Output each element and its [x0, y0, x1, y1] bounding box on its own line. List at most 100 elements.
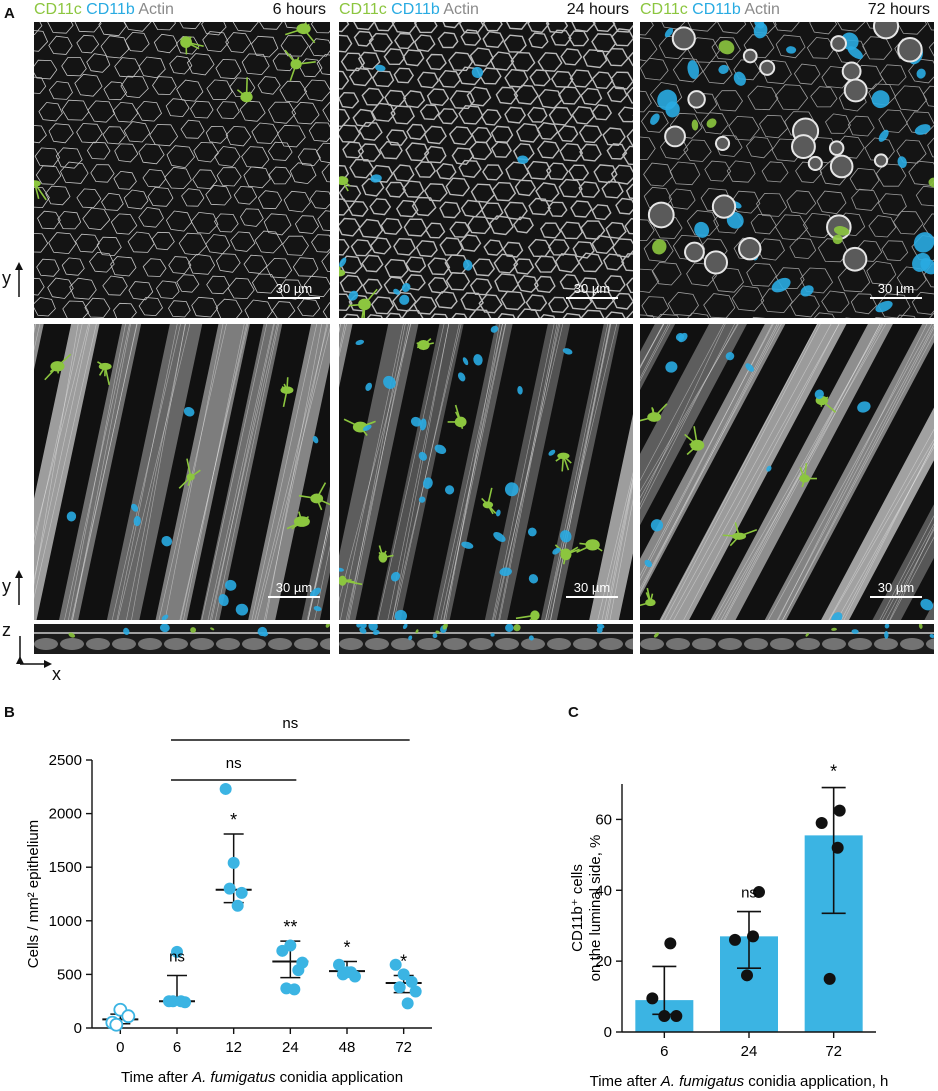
axis-y-label: y [2, 576, 11, 596]
actin-label: Actin [443, 1, 479, 18]
y-tick-label: 2500 [49, 752, 82, 769]
x-tick-label: 48 [339, 1039, 356, 1056]
y-tick-label: 1000 [49, 913, 82, 930]
panel-c-letter: C [568, 704, 579, 721]
y-tick-label: 500 [57, 966, 82, 983]
actin-label: Actin [744, 1, 780, 18]
micrograph-72h-xy-deep [640, 324, 934, 620]
y-axis-label: Cells / mm² epithelium [25, 820, 42, 968]
data-point [235, 886, 248, 899]
cd11c-label: CD11c [339, 1, 387, 18]
data-point [171, 945, 183, 958]
axis-z-label: z [2, 620, 11, 640]
scale-bar: 30 µm [268, 281, 320, 299]
micrograph-6h-xy-surface [34, 22, 330, 318]
data-point [219, 782, 232, 795]
data-point [227, 856, 240, 869]
data-point [296, 956, 309, 969]
x-tick-label: 24 [741, 1043, 758, 1060]
y-tick-label: 0 [604, 1024, 612, 1041]
data-point [345, 966, 357, 979]
micrograph-6h-xz [34, 624, 330, 654]
micrograph-24h-xy-surface [339, 22, 633, 318]
significance-label: * [343, 938, 350, 958]
time-label: 6 hours [272, 1, 326, 18]
data-point [823, 972, 836, 985]
scale-bar: 30 µm [870, 281, 922, 299]
scale-bar: 30 µm [566, 281, 618, 299]
data-point [833, 804, 846, 817]
bracket-label: ns [226, 755, 242, 772]
data-point [664, 937, 677, 950]
panel-a-header-24h: CD11c CD11b Actin 24 hours [339, 1, 633, 21]
data-point [646, 992, 659, 1005]
significance-label: ns [741, 885, 757, 902]
axis-xz-arrows-icon [16, 636, 52, 668]
chart-c: 0 20 40 60 6 24 72 ns * CD11b⁺ cells on the lumina… [569, 762, 889, 1090]
x-tick-label: 24 [282, 1039, 299, 1056]
x-axis-label: Time after A. fumigatus conidia applicat… [121, 1069, 403, 1086]
data-point [831, 841, 844, 854]
significance-label: ns [169, 948, 185, 965]
micrograph-6h-xy-deep [34, 324, 330, 620]
data-point [175, 995, 187, 1008]
x-axis-label: Time after A. fumigatus conidia applicat… [590, 1073, 889, 1090]
x-tick-label: 72 [395, 1039, 412, 1056]
data-point [729, 933, 741, 946]
y-axis-label-line2: on the luminal side, % [587, 835, 604, 982]
data-point [397, 968, 410, 981]
panel-a-header-72h: CD11c CD11b Actin 72 hours [640, 1, 934, 21]
y-axis-label: CD11b⁺ cells on the luminal side, % [569, 835, 604, 982]
scale-bar: 30 µm [268, 580, 320, 598]
data-point [405, 975, 418, 988]
y-tick-label: 2000 [49, 806, 82, 823]
time-label: 72 hours [867, 1, 930, 18]
data-point [401, 997, 414, 1010]
panel-a-letter: A [4, 5, 15, 22]
data-point [389, 958, 402, 971]
axis-y-arrow-icon [15, 570, 23, 605]
y-tick-label: 60 [595, 811, 612, 828]
bracket-label: ns [282, 715, 298, 732]
data-point [409, 985, 422, 998]
significance-label: ** [283, 917, 297, 937]
x-tick-label: 0 [116, 1039, 124, 1056]
significance-label: * [830, 762, 837, 782]
y-tick-label: 1500 [49, 859, 82, 876]
significance-label: * [230, 810, 237, 830]
axis-y-arrow-icon [15, 262, 23, 297]
cd11b-label: CD11b [86, 1, 135, 18]
data-point [288, 983, 301, 996]
actin-label: Actin [138, 1, 174, 18]
data-point [333, 958, 345, 971]
panel-a-header-6h: CD11c CD11b Actin 6 hours [34, 1, 330, 21]
data-point [815, 816, 828, 829]
data-point [747, 930, 759, 943]
panel-b-letter: B [4, 704, 15, 721]
micrograph-24h-xz [339, 624, 633, 654]
x-tick-label: 6 [173, 1039, 181, 1056]
data-point [284, 939, 297, 952]
micrograph-72h-xy-surface [640, 22, 934, 318]
data-point [121, 1009, 136, 1024]
time-label: 24 hours [566, 1, 629, 18]
cd11c-label: CD11c [34, 1, 82, 18]
micrograph-24h-xy-deep [339, 324, 633, 620]
data-point [109, 1017, 124, 1032]
micrograph-72h-xz [640, 624, 934, 654]
significance-label: * [400, 951, 407, 971]
scale-bar: 30 µm [566, 580, 618, 598]
y-tick-label: 0 [74, 1020, 82, 1037]
cd11b-label: CD11b [692, 1, 741, 18]
axis-y-label: y [2, 268, 11, 288]
data-point [231, 899, 244, 912]
y-tick-label: 40 [595, 882, 612, 899]
data-point [658, 1010, 671, 1023]
axis-x-label: x [52, 664, 61, 684]
y-axis-label-line1: CD11b⁺ cells [569, 864, 586, 952]
cd11c-label: CD11c [640, 1, 688, 18]
x-tick-label: 6 [660, 1043, 668, 1060]
y-tick-label: 20 [595, 953, 612, 970]
data-point [753, 886, 765, 899]
